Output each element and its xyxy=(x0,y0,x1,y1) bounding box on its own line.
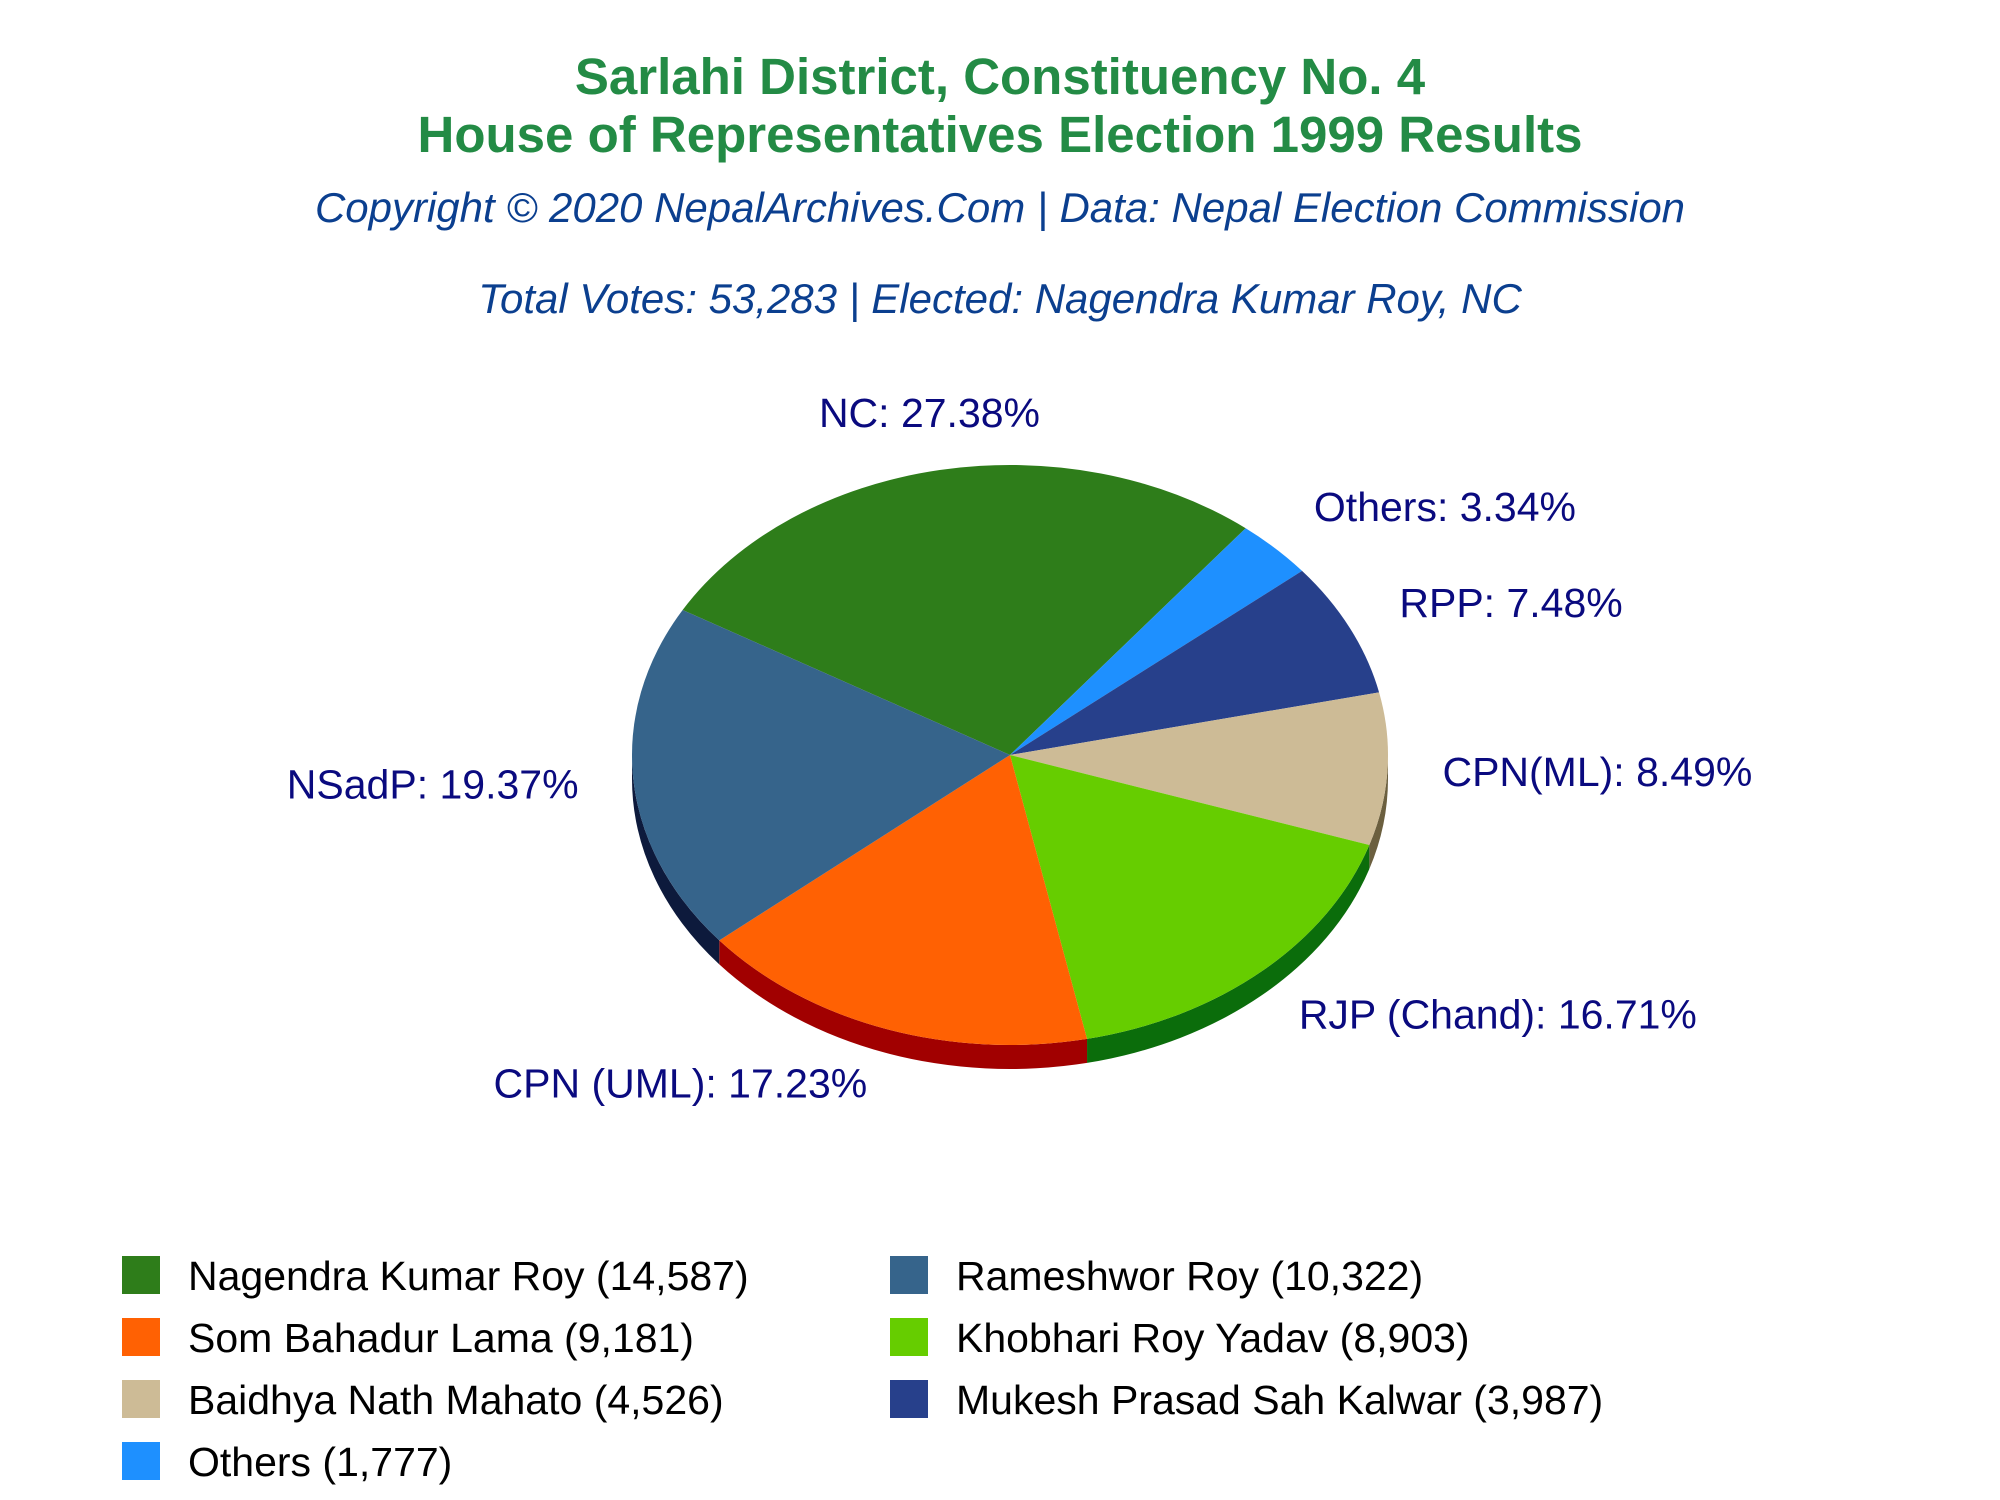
legend-swatch-others xyxy=(122,1442,160,1480)
slice-nsadp xyxy=(631,610,1010,941)
slice-label-nc: NC: 27.38% xyxy=(819,390,1040,436)
slice-side-cpn-uml xyxy=(719,940,1088,1069)
slice-nc xyxy=(682,465,1246,755)
legend-label-cpn-uml: Som Bahadur Lama (9,181) xyxy=(188,1315,694,1361)
legend-swatch-nsadp xyxy=(890,1256,928,1294)
slice-label-cpn-ml: CPN(ML): 8.49% xyxy=(1442,749,1752,795)
slice-side-nsadp xyxy=(632,755,720,965)
legend-swatch-nc xyxy=(122,1256,160,1294)
legend-swatch-cpn-uml xyxy=(122,1318,160,1356)
legend-label-cpn-ml: Baidhya Nath Mahato (4,526) xyxy=(188,1377,724,1423)
legend-label-nc: Nagendra Kumar Roy (14,587) xyxy=(188,1253,749,1299)
slice-rpp xyxy=(1010,570,1380,755)
slice-rjp-chand xyxy=(1010,755,1370,1039)
slice-cpn-uml xyxy=(719,755,1088,1045)
chart-title: Sarlahi District, Constituency No. 4 xyxy=(575,48,1426,105)
legend-swatch-cpn-ml xyxy=(122,1380,160,1418)
slice-label-others: Others: 3.34% xyxy=(1314,484,1576,530)
slice-cpn-ml xyxy=(1010,692,1389,846)
chart-summary: Total Votes: 53,283 | Elected: Nagendra … xyxy=(478,275,1522,323)
legend-label-nsadp: Rameshwor Roy (10,322) xyxy=(956,1253,1423,1299)
chart-subtitle: Copyright © 2020 NepalArchives.Com | Dat… xyxy=(315,184,1685,232)
slice-labels: NC: 27.38% Others: 3.34% RPP: 7.48% CPN(ML)… xyxy=(287,390,1753,1106)
chart-title-2: House of Representatives Election 1999 R… xyxy=(418,106,1583,163)
pie-3d-sides xyxy=(632,755,1388,1069)
legend-label-others: Others (1,777) xyxy=(188,1439,452,1485)
slice-label-rjp-chand: RJP (Chand): 16.71% xyxy=(1299,991,1697,1037)
legend-swatch-rpp xyxy=(890,1380,928,1418)
slice-side-cpn-ml xyxy=(1369,755,1388,870)
slice-label-rpp: RPP: 7.48% xyxy=(1399,580,1622,626)
slice-others xyxy=(1010,528,1303,755)
legend-label-rpp: Mukesh Prasad Sah Kalwar (3,987) xyxy=(956,1377,1603,1423)
slice-label-cpn-uml: CPN (UML): 17.23% xyxy=(494,1061,868,1107)
legend-swatch-rjp-chand xyxy=(890,1318,928,1356)
legend-label-rjp-chand: Khobhari Roy Yadav (8,903) xyxy=(956,1315,1470,1361)
pie-slices xyxy=(631,465,1389,1045)
slice-side-rjp-chand xyxy=(1087,845,1370,1063)
slice-label-nsadp: NSadP: 19.37% xyxy=(287,762,579,808)
legend: Nagendra Kumar Roy (14,587) Rameshwor Roy… xyxy=(122,1253,1603,1485)
